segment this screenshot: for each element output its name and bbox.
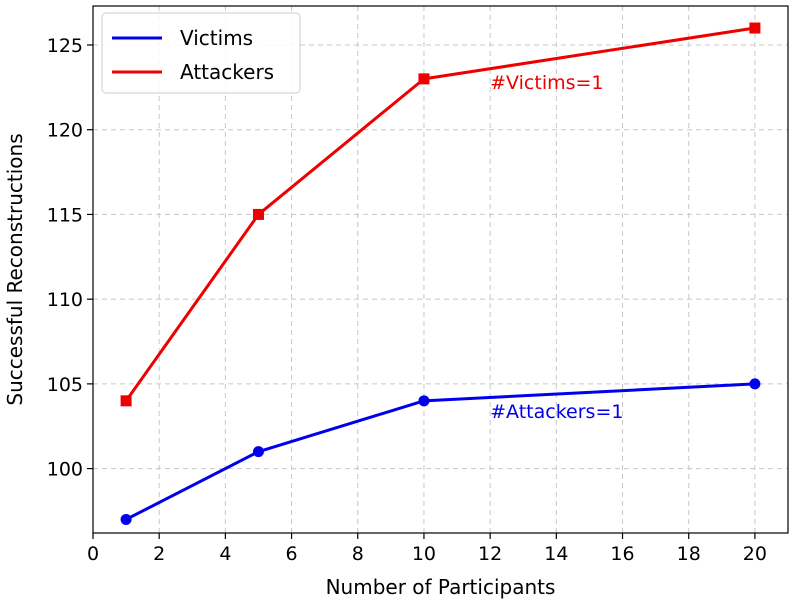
x-axis-label: Number of Participants bbox=[326, 575, 556, 599]
legend-label-victims: Victims bbox=[180, 26, 253, 50]
x-tick-label: 12 bbox=[478, 543, 502, 565]
annotation-victims-count: #Victims=1 bbox=[490, 72, 603, 94]
y-tick-label: 105 bbox=[47, 374, 83, 396]
y-tick-label: 115 bbox=[47, 204, 83, 226]
x-tick-label: 16 bbox=[610, 543, 634, 565]
x-tick-label: 4 bbox=[219, 543, 231, 565]
data-point-victims bbox=[252, 446, 264, 458]
data-point-attackers bbox=[749, 22, 761, 34]
x-axis-ticks: 0 2 4 6 8 10 12 14 16 18 20 bbox=[87, 533, 767, 565]
series-line-attackers bbox=[124, 26, 756, 402]
x-tick-label: 2 bbox=[153, 543, 165, 565]
series-layer bbox=[120, 22, 761, 525]
y-axis-label: Successful Reconstructions bbox=[3, 133, 27, 405]
legend: Victims Attackers bbox=[101, 12, 301, 94]
y-axis-ticks: 100 105 110 115 120 125 bbox=[47, 35, 93, 481]
y-tick-label: 120 bbox=[47, 120, 83, 142]
annotations: #Victims=1 #Attackers=1 bbox=[490, 72, 623, 423]
data-point-attackers bbox=[252, 208, 264, 220]
series-line-victims bbox=[125, 382, 755, 521]
data-point-victims bbox=[418, 395, 430, 407]
x-tick-label: 6 bbox=[286, 543, 298, 565]
plot-area-frame bbox=[92, 5, 789, 534]
data-point-attackers bbox=[418, 73, 430, 85]
annotation-attackers-count: #Attackers=1 bbox=[490, 401, 623, 423]
x-tick-label: 0 bbox=[87, 543, 99, 565]
x-tick-label: 14 bbox=[544, 543, 568, 565]
data-point-attackers bbox=[120, 395, 132, 407]
y-tick-label: 125 bbox=[47, 35, 83, 57]
x-tick-label: 18 bbox=[677, 543, 701, 565]
y-tick-label: 110 bbox=[47, 289, 83, 311]
legend-label-attackers: Attackers bbox=[180, 60, 274, 84]
x-tick-label: 8 bbox=[352, 543, 364, 565]
data-point-victims bbox=[749, 378, 761, 390]
x-tick-label: 10 bbox=[412, 543, 436, 565]
x-tick-label: 20 bbox=[743, 543, 767, 565]
data-point-victims bbox=[120, 513, 132, 525]
y-tick-label: 100 bbox=[47, 459, 83, 481]
grid bbox=[92, 6, 788, 533]
